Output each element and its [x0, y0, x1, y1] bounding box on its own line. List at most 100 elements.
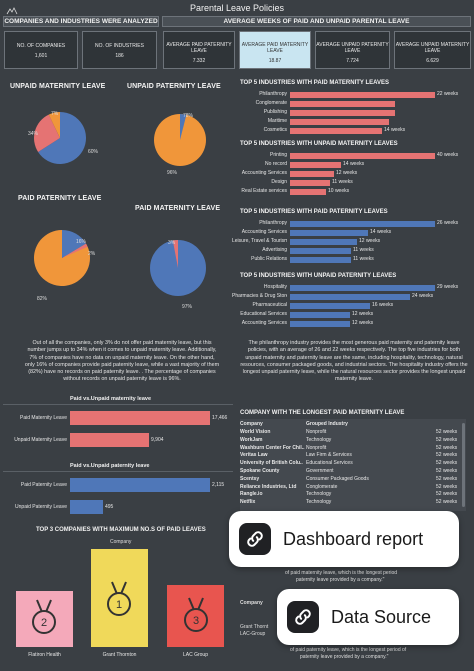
- pie2-label-b: 96%: [167, 170, 178, 176]
- top5-bar-value: 14 weeks: [384, 127, 406, 133]
- page-title: Parental Leave Policies: [189, 3, 285, 13]
- longest-table: Company Grouped Industry World Vision Non…: [240, 419, 466, 511]
- top5-bar: [290, 293, 410, 300]
- top5-bar-value: 10 weeks: [328, 188, 350, 194]
- pie-title-paid-paternity: PAID PATERNITY LEAVE: [18, 195, 102, 202]
- top5-title: TOP 5 INDUSTRIES WITH PAID MATERNITY LEA…: [240, 80, 390, 86]
- cell-weeks: 52 weeks: [436, 468, 458, 474]
- cell-company: Spokane County: [240, 468, 280, 474]
- top5-bar-value: 12 weeks: [352, 311, 374, 317]
- pie1-label-a: 7%: [51, 111, 59, 117]
- cell-industry: Technology: [306, 436, 332, 443]
- data-source-button[interactable]: Data Source: [277, 589, 459, 645]
- table-row: University of British Colu.. Educational …: [240, 460, 460, 468]
- partial-text-4: paternity leave provided by a company.": [300, 654, 389, 660]
- cell-industry: Government: [306, 468, 334, 474]
- top5-bar: [290, 220, 435, 227]
- top5-bar: [290, 311, 350, 318]
- pie-unpaid-maternity: [34, 112, 87, 164]
- top5-bar-value: 14 weeks: [343, 161, 365, 167]
- top5-bar: [290, 100, 395, 107]
- compare-bar-value: 495: [105, 504, 114, 510]
- medal-3-icon: 3: [184, 597, 208, 632]
- top5-bar: [290, 118, 389, 125]
- top5-bar-label: Real Estate services: [241, 188, 287, 194]
- compare-bar: [70, 411, 210, 425]
- cell-company: Scentsy: [240, 475, 260, 482]
- top3-title: TOP 3 COMPANIES WITH MAXIMUM NO.S OF PAI…: [36, 527, 206, 533]
- top3-bar-2: [16, 591, 73, 647]
- top5-bar-label: Conglomerate: [255, 100, 287, 106]
- top5-bar-label: Cosmetics: [263, 127, 287, 133]
- medal-1-icon: 1: [107, 581, 131, 616]
- top3-bar-1: [91, 549, 148, 647]
- top5-bar: [290, 238, 357, 245]
- header-average-weeks: AVERAGE WEEKS OF PAID AND UNPAID PARENTA…: [162, 16, 471, 27]
- top3-axis-label: Company: [110, 539, 132, 545]
- medal-2-icon: 2: [32, 599, 56, 634]
- table-row: Spokane County Government 52 weeks: [240, 468, 460, 476]
- dashboard-report-button[interactable]: Dashboard report: [229, 511, 459, 567]
- top5-bar-label: Hospitality: [263, 284, 287, 290]
- pie3-label-b: 2%: [88, 251, 96, 257]
- partial-company-1: Grant Thornt: [240, 624, 269, 630]
- pie2-label-a: 78%: [183, 113, 194, 119]
- svg-text:3: 3: [193, 615, 199, 627]
- top5-bar: [290, 91, 435, 98]
- top5-bar-label: Publishing: [263, 109, 287, 115]
- table-row: Rangle.io Technology 52 weeks: [240, 491, 460, 499]
- pie-title-unpaid-maternity: UNPAID MATERNITY LEAVE: [10, 83, 106, 90]
- top5-bar: [290, 229, 368, 236]
- dashboard-report-label: Dashboard report: [283, 528, 424, 549]
- top5-bar-label: Advertising: [262, 247, 287, 253]
- top5-bar-label: Public Relations: [251, 256, 287, 262]
- data-source-label: Data Source: [331, 606, 432, 627]
- top5-bar-value: 16 weeks: [372, 302, 394, 308]
- top5-title: TOP 5 INDUSTRIES WITH UNPAID MATERNITY L…: [240, 141, 398, 147]
- top5-bar-label: Pharmaceutical: [252, 302, 287, 308]
- cell-weeks: 52 weeks: [436, 444, 458, 451]
- table-row: Scentsy Consumer Packaged Goods 52 weeks: [240, 476, 460, 484]
- kpi-companies: NO. OF COMPANIES 1,601: [4, 31, 78, 69]
- cell-weeks: 52 weeks: [436, 475, 458, 482]
- top5-bar: [290, 170, 334, 177]
- cell-company: World Vision: [240, 429, 271, 435]
- cell-company: Washburn Center For Chil..: [240, 444, 305, 451]
- kpi-industries: NO. OF INDUSTRIES 186: [82, 31, 157, 69]
- compare-bar-value: 2,115: [212, 482, 225, 488]
- table-row: Reliance Industries, Ltd Conglomerate 52 w…: [240, 484, 460, 492]
- top5-bar-value: 12 weeks: [352, 320, 374, 326]
- top5-bar-value: 12 weeks: [359, 238, 381, 244]
- top5-bar-value: 24 weeks: [412, 293, 434, 299]
- top5-bar-value: 26 weeks: [437, 220, 459, 226]
- maternity-compare-title: Paid vs.Unpaid maternity leave: [70, 396, 152, 402]
- top5-bar-label: Philanthropy: [259, 220, 287, 226]
- top5-bar-label: Design: [271, 179, 287, 185]
- cell-company: Netflix: [240, 499, 256, 506]
- top5-bar: [290, 152, 435, 159]
- table-scrollbar[interactable]: [462, 423, 465, 507]
- partial-company-head: Company: [240, 600, 263, 606]
- table-row: WorkJam Technology 52 weeks: [240, 437, 460, 445]
- cell-industry: Educational Services: [306, 460, 353, 467]
- pie-title-paid-maternity: PAID MATERNITY LEAVE: [135, 205, 221, 212]
- cell-weeks: 52 weeks: [436, 452, 458, 459]
- pie1-label-c: 60%: [88, 149, 99, 155]
- logo-icon: [6, 3, 18, 15]
- top5-bar: [290, 161, 341, 168]
- top5-bar: [290, 320, 350, 327]
- partial-text-3: of paid paternity leave, which is the lo…: [290, 647, 407, 653]
- top5-bar-label: Philanthropy: [259, 91, 287, 97]
- cell-company: WorkJam: [240, 436, 263, 443]
- compare-bar-label: Unpaid Maternity Leave: [14, 437, 67, 443]
- cell-company: University of British Colu..: [240, 460, 303, 467]
- cell-weeks: 52 weeks: [436, 491, 458, 498]
- svg-text:1: 1: [116, 599, 122, 611]
- table-row: Netflix Technology 52 weeks: [240, 499, 460, 507]
- col-industry: Grouped Industry: [306, 421, 348, 427]
- top5-bar-value: 11 weeks: [353, 247, 374, 253]
- cell-industry: Conglomerate: [306, 483, 338, 490]
- kpi-unpaid-maternity: AVERAGE UNPAID MATERNITY LEAVE 6.629: [394, 31, 471, 69]
- top5-bar-label: Leisure, Travel & Tourism: [232, 238, 287, 244]
- cell-weeks: 52 weeks: [436, 436, 458, 443]
